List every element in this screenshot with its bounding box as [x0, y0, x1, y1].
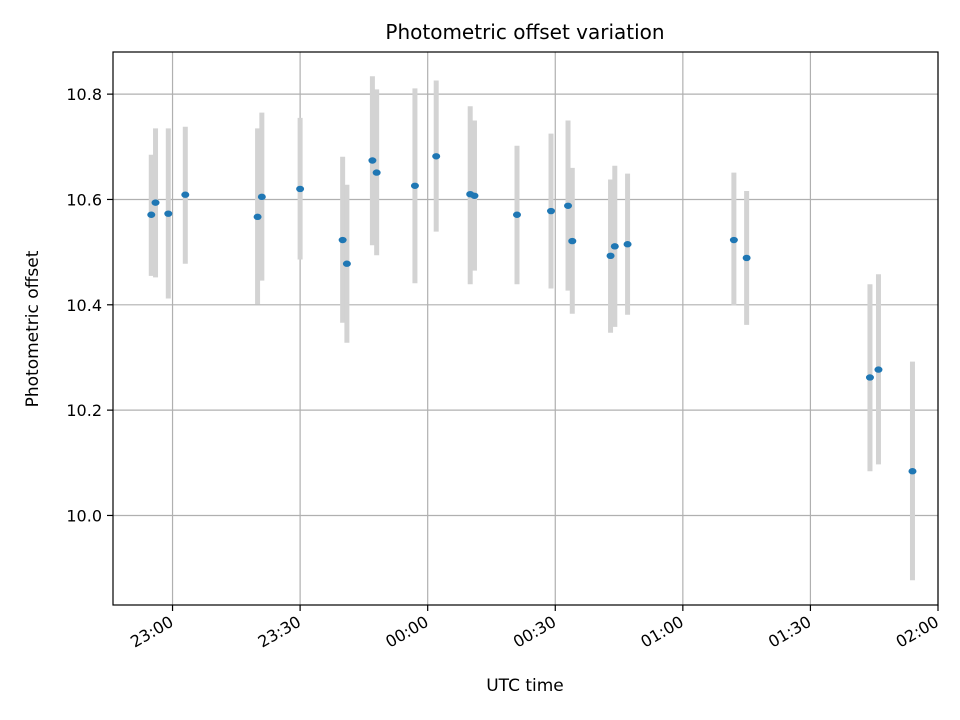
data-point	[181, 191, 190, 198]
y-tick-label: 10.8	[66, 85, 102, 104]
data-point	[296, 185, 305, 193]
y-axis-ticks: 10.0 10.2 10.4 10.6 10.8	[66, 85, 113, 525]
data-point	[342, 260, 351, 267]
data-point	[432, 153, 441, 160]
chart-title: Photometric offset variation	[385, 20, 664, 44]
data-point	[564, 202, 573, 209]
data-points	[147, 153, 917, 475]
data-point	[610, 243, 619, 250]
data-point	[512, 211, 521, 218]
data-point	[253, 213, 262, 221]
data-point	[372, 169, 381, 176]
data-point	[410, 182, 419, 189]
data-point	[368, 157, 377, 164]
data-point	[606, 252, 615, 260]
data-point	[623, 241, 632, 248]
data-point	[729, 236, 738, 244]
y-tick-label: 10.0	[66, 506, 102, 525]
x-axis-label: UTC time	[486, 676, 564, 696]
data-point	[470, 192, 479, 199]
data-point	[742, 254, 751, 262]
data-point	[865, 374, 874, 381]
data-point	[147, 211, 156, 218]
data-point	[874, 366, 883, 373]
y-tick-label: 10.2	[66, 401, 102, 420]
data-point	[151, 199, 160, 206]
data-point	[257, 193, 266, 201]
data-point	[568, 237, 577, 245]
data-point	[908, 468, 917, 475]
y-tick-label: 10.6	[66, 190, 102, 209]
y-tick-label: 10.4	[66, 296, 102, 315]
data-point	[164, 210, 173, 217]
y-axis-label: Photometric offset	[23, 250, 43, 407]
plot-frame	[112, 51, 939, 606]
data-point	[338, 236, 347, 244]
data-point	[547, 207, 556, 215]
